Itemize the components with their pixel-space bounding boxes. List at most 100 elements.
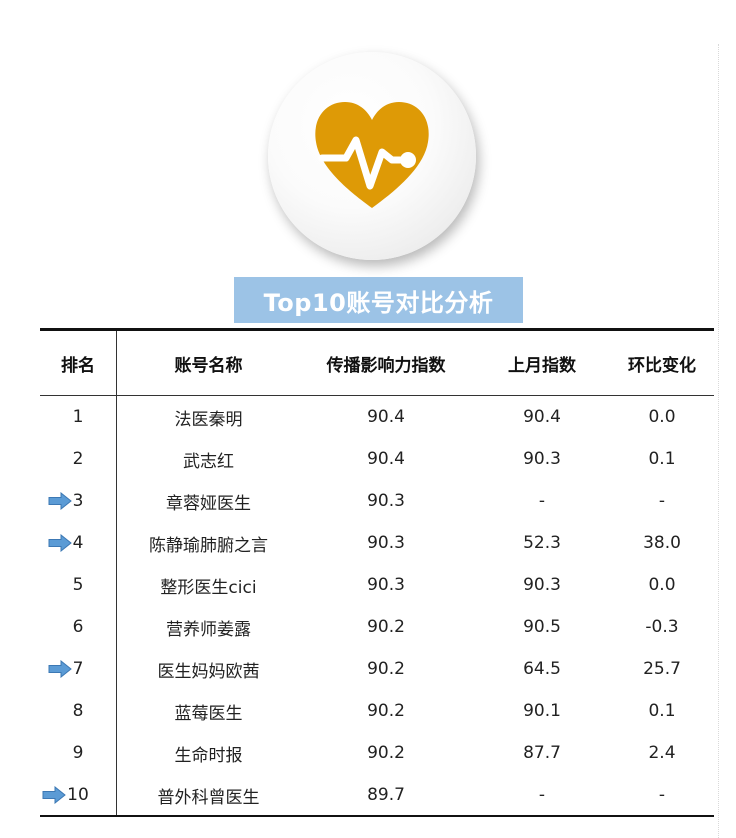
- table-row: 9 生命时报 90.2 87.7 2.4: [40, 732, 714, 774]
- last-month-index-cell: 90.1: [523, 701, 561, 721]
- month-change-cell: 38.0: [643, 533, 681, 553]
- table-row: 8 蓝莓医生 90.2 90.1 0.1: [40, 690, 714, 732]
- page-edge-divider: [718, 44, 719, 838]
- month-change-cell: 0.1: [648, 449, 676, 469]
- table-title-banner: Top10账号对比分析: [234, 277, 523, 323]
- month-change-cell: 0.0: [648, 575, 676, 595]
- logo-badge: [268, 52, 476, 260]
- influence-index-cell: 90.3: [367, 575, 405, 595]
- influence-index-cell: 90.2: [367, 617, 405, 637]
- header-last-month-index: 上月指数: [508, 355, 576, 376]
- account-name-cell: 法医秦明: [174, 409, 243, 430]
- account-name-cell: 陈静瑜肺腑之言: [149, 535, 268, 556]
- table-header-rule: [40, 395, 714, 396]
- influence-index-cell: 90.3: [367, 491, 405, 511]
- rank-cell: 6: [40, 606, 116, 648]
- table-row: 1 法医秦明 90.4 90.4 0.0: [40, 396, 714, 438]
- last-month-index-cell: -: [538, 785, 546, 805]
- header-account-name: 账号名称: [174, 355, 243, 376]
- influence-index-cell: 90.2: [367, 701, 405, 721]
- rank-number: 8: [72, 701, 84, 721]
- arrow-right-icon: [48, 492, 72, 510]
- header-month-change: 环比变化: [628, 355, 696, 376]
- rank-value: 6: [73, 617, 84, 637]
- rank-cell: 10: [40, 774, 116, 816]
- rank-value: 2: [73, 449, 84, 469]
- month-change-cell: 2.4: [648, 743, 676, 763]
- last-month-index-cell: 90.3: [523, 449, 561, 469]
- table-row: 10 普外科曾医生 89.7 - -: [40, 774, 714, 816]
- influence-index-cell: 90.4: [367, 407, 405, 427]
- table-top-rule: [40, 328, 714, 331]
- rank-number: 9: [72, 743, 84, 763]
- rank-cell: 8: [40, 690, 116, 732]
- rank-number: 5: [72, 575, 84, 595]
- rank-value: 5: [73, 575, 84, 595]
- rank-number: 3: [72, 491, 84, 511]
- month-change-cell: -: [658, 785, 666, 805]
- table-row: 6 营养师姜露 90.2 90.5 -0.3: [40, 606, 714, 648]
- rank-number: 4: [72, 533, 84, 553]
- account-name-cell: 整形医生cici: [160, 577, 257, 598]
- arrow-right-icon: [48, 660, 72, 678]
- rank-number: 2: [72, 449, 84, 469]
- last-month-index-cell: 90.3: [523, 575, 561, 595]
- rank-value: 10: [42, 785, 89, 805]
- month-change-cell: -0.3: [645, 617, 679, 637]
- last-month-index-cell: 64.5: [523, 659, 561, 679]
- table-row: 7 医生妈妈欧茜 90.2 64.5 25.7: [40, 648, 714, 690]
- rank-cell: 2: [40, 438, 116, 480]
- table-row: 3 章蓉娅医生 90.3 - -: [40, 480, 714, 522]
- rank-number: 7: [72, 659, 84, 679]
- heart-pulse-icon: [315, 102, 429, 208]
- rank-cell: 3: [40, 480, 116, 522]
- table-bottom-rule: [40, 815, 714, 817]
- header-influence-index: 传播影响力指数: [326, 355, 446, 376]
- influence-index-cell: 89.7: [367, 785, 405, 805]
- last-month-index-cell: 90.4: [523, 407, 561, 427]
- account-name-cell: 蓝莓医生: [174, 703, 243, 724]
- influence-index-cell: 90.2: [367, 659, 405, 679]
- table-title: Top10账号对比分析: [263, 288, 494, 317]
- month-change-cell: -: [658, 491, 666, 511]
- rank-number: 10: [67, 785, 89, 805]
- rank-value: 7: [48, 659, 84, 679]
- table-row: 2 武志红 90.4 90.3 0.1: [40, 438, 714, 480]
- rank-cell: 4: [40, 522, 116, 564]
- rank-number: 6: [72, 617, 84, 637]
- influence-index-cell: 90.3: [367, 533, 405, 553]
- account-name-cell: 医生妈妈欧茜: [157, 661, 260, 682]
- rank-cell: 5: [40, 564, 116, 606]
- table-row: 5 整形医生cici 90.3 90.3 0.0: [40, 564, 714, 606]
- rank-cell: 7: [40, 648, 116, 690]
- account-name-cell: 生命时报: [174, 745, 243, 766]
- rank-value: 3: [48, 491, 84, 511]
- rank-column-divider: [116, 331, 117, 815]
- last-month-index-cell: -: [538, 491, 546, 511]
- month-change-cell: 25.7: [643, 659, 681, 679]
- rank-value: 9: [73, 743, 84, 763]
- last-month-index-cell: 90.5: [523, 617, 561, 637]
- table-row: 4 陈静瑜肺腑之言 90.3 52.3 38.0: [40, 522, 714, 564]
- influence-index-cell: 90.2: [367, 743, 405, 763]
- rank-cell: 1: [40, 396, 116, 438]
- rank-value: 1: [73, 407, 84, 427]
- last-month-index-cell: 87.7: [523, 743, 561, 763]
- account-name-cell: 章蓉娅医生: [166, 493, 251, 514]
- account-name-cell: 营养师姜露: [166, 619, 251, 640]
- last-month-index-cell: 52.3: [523, 533, 561, 553]
- month-change-cell: 0.1: [648, 701, 676, 721]
- table-body: 1 法医秦明 90.4 90.4 0.0 2 武志红 90.4 90.3 0.1 3 章蓉娅医生 90.…: [40, 396, 714, 815]
- header-rank: 排名: [61, 355, 95, 376]
- account-name-cell: 普外科曾医生: [157, 787, 260, 808]
- table-header-row: 排名 账号名称 传播影响力指数 上月指数 环比变化: [40, 331, 714, 395]
- rank-value: 4: [48, 533, 84, 553]
- arrow-right-icon: [48, 534, 72, 552]
- rank-cell: 9: [40, 732, 116, 774]
- account-name-cell: 武志红: [183, 451, 234, 472]
- rank-value: 8: [73, 701, 84, 721]
- month-change-cell: 0.0: [648, 407, 676, 427]
- arrow-right-icon: [42, 786, 66, 804]
- rank-number: 1: [72, 407, 84, 427]
- influence-index-cell: 90.4: [367, 449, 405, 469]
